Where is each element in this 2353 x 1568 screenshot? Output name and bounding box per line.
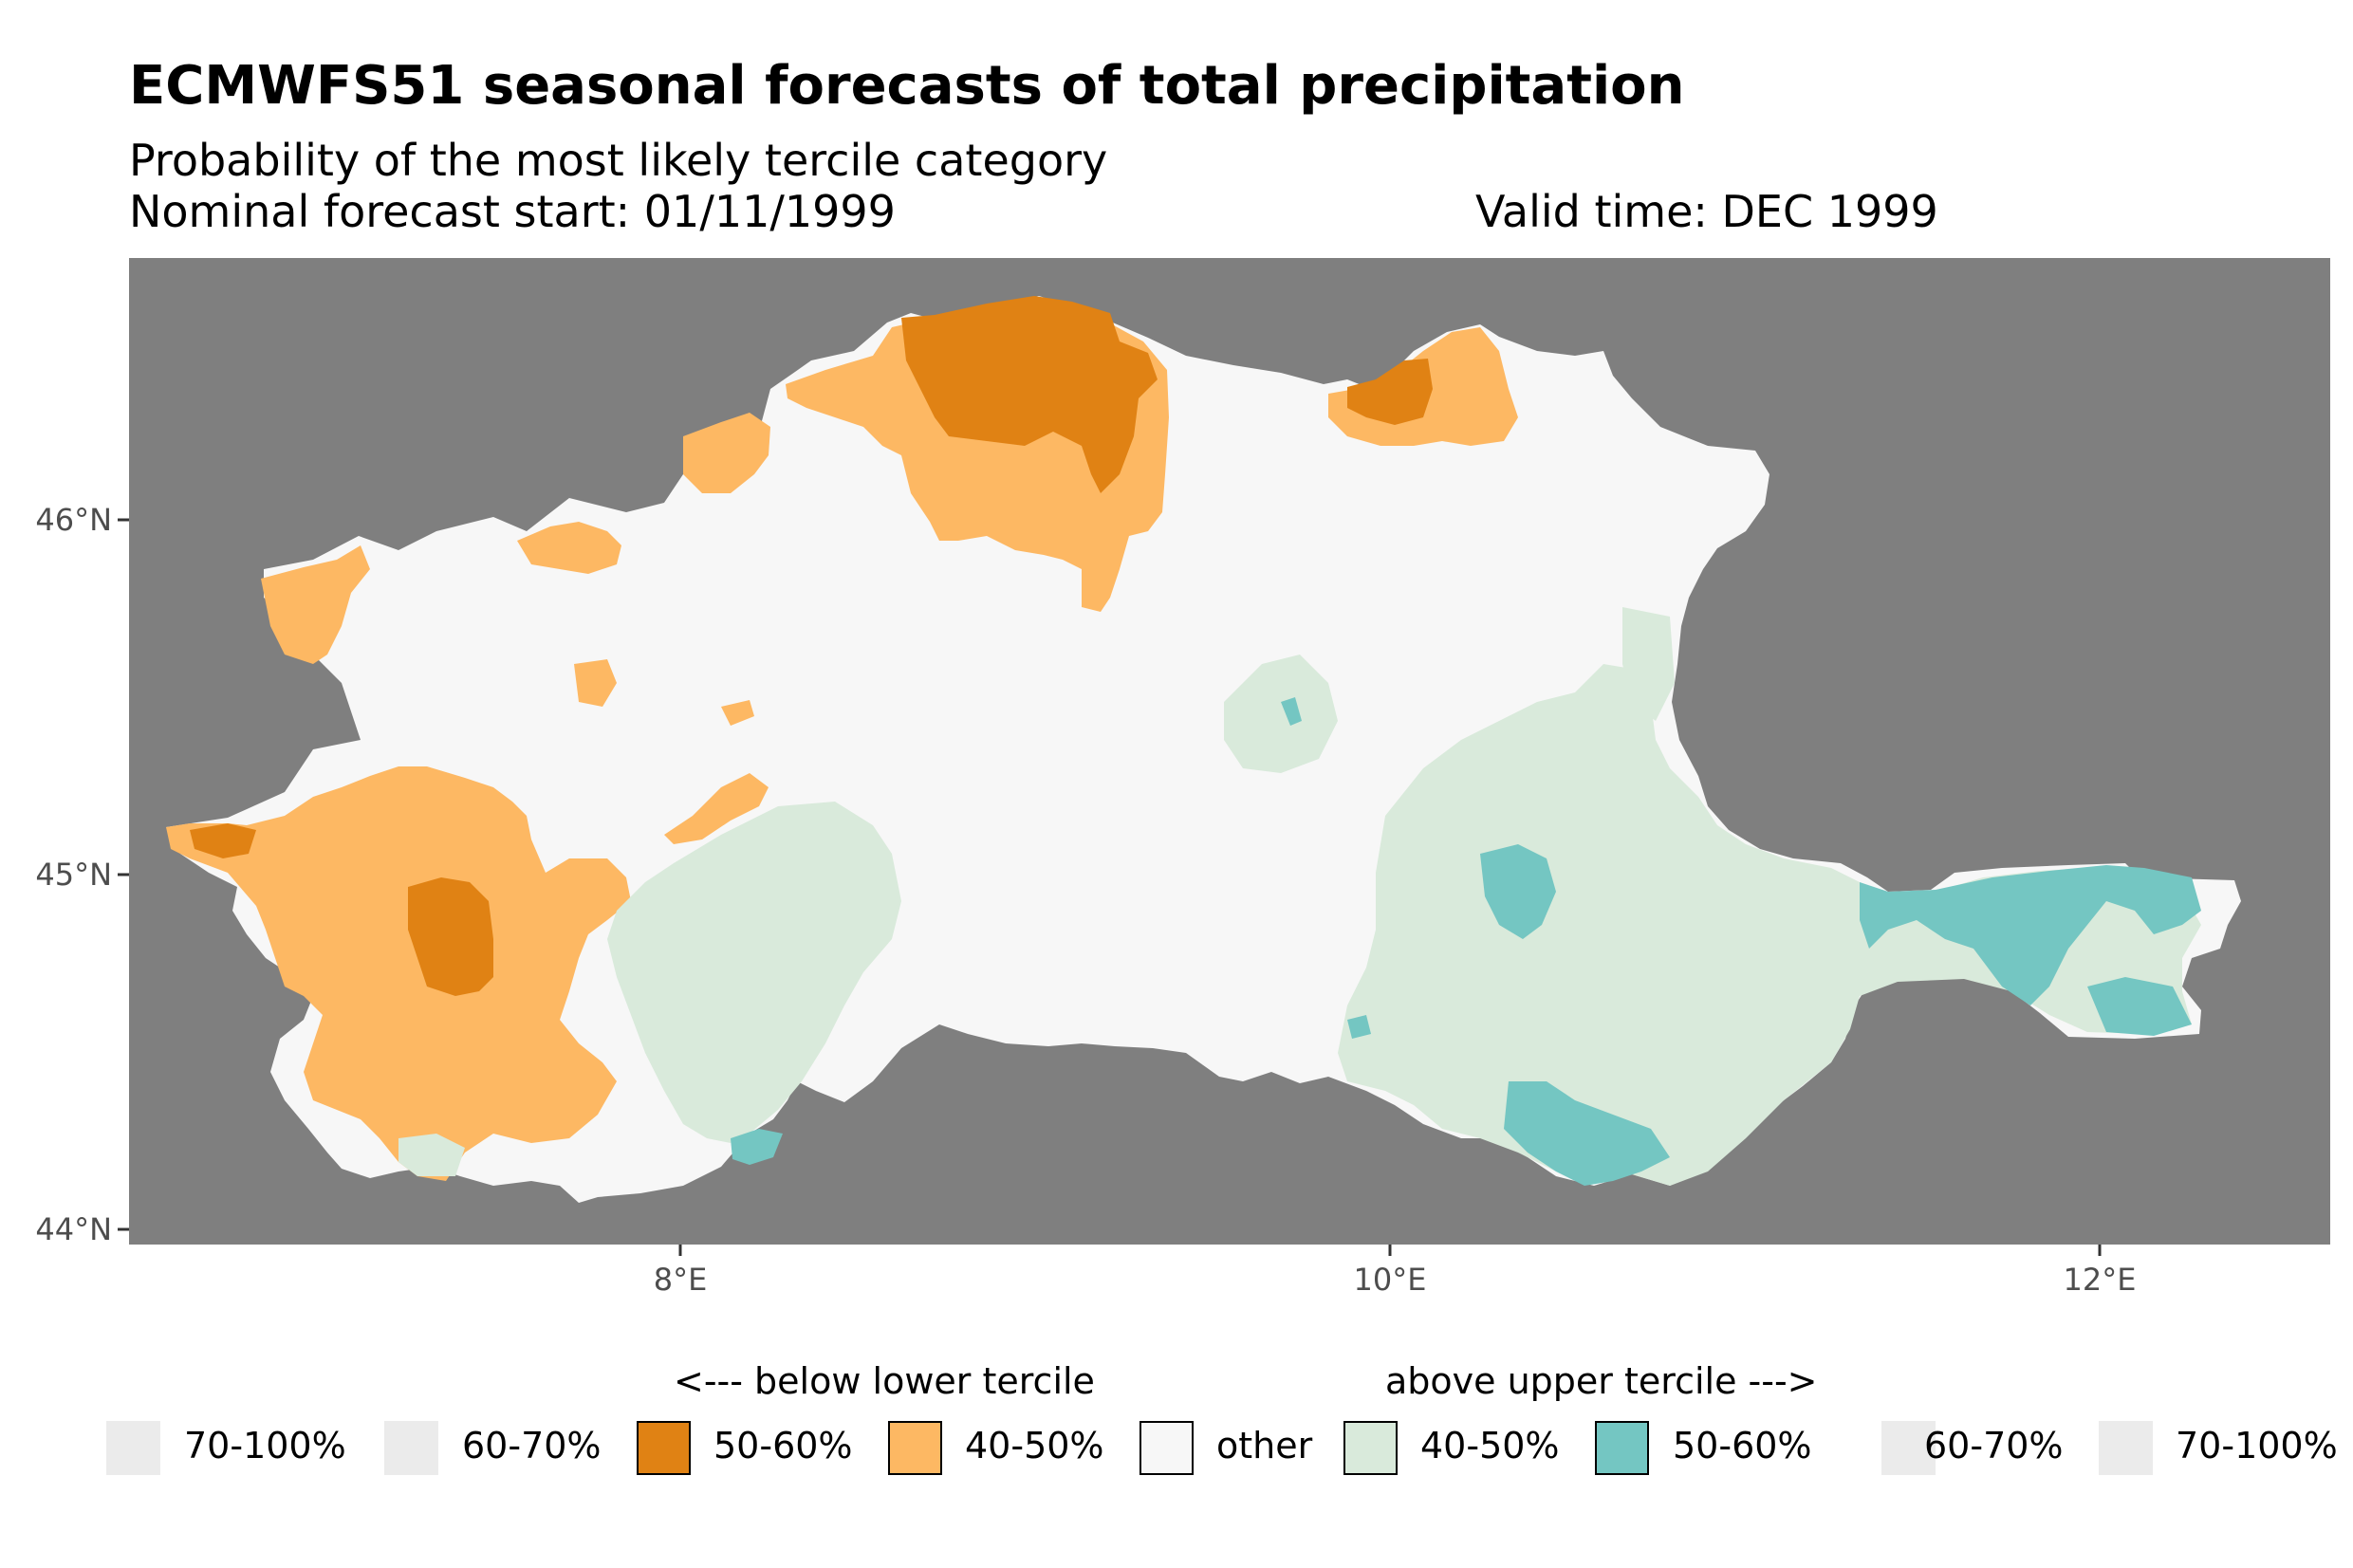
region-below-40-50-northwest-edge (261, 545, 370, 664)
region-above-50-60-spot (1281, 697, 1302, 726)
legend-label-below-40-50: 40-50% (965, 1425, 1104, 1467)
region-above-40-50-east (1338, 664, 2201, 1186)
region-above-50-60-middle (1480, 844, 1556, 939)
legend-label-below-60-70: 60-70% (462, 1425, 602, 1467)
legend-key-below-70-100 (106, 1421, 160, 1475)
legend-key-above-50-60 (1595, 1421, 1649, 1475)
region-below-40-50-central-patch (664, 773, 769, 844)
region-below-50-60-north (901, 296, 1158, 493)
legend-label-below-50-60: 50-60% (713, 1425, 853, 1467)
x-axis (678, 1245, 2102, 1256)
legend-key-other (1139, 1421, 1194, 1475)
x-tick-label-8e: 8°E (653, 1262, 708, 1298)
region-below-40-50-northwest (683, 413, 770, 493)
region-below-50-60-west (408, 877, 493, 996)
y-axis (118, 518, 129, 1231)
legend-label-above-60-70: 60-70% (1924, 1425, 2064, 1467)
legend-key-below-50-60 (637, 1421, 691, 1475)
map-subtitle: Probability of the most likely tercile c… (129, 135, 1108, 186)
legend-key-above-70-100 (2099, 1421, 2153, 1475)
region-above-40-50-sw (398, 1134, 465, 1176)
region-below-50-60-northeast (1347, 359, 1433, 425)
legend-key-below-60-70 (384, 1421, 438, 1475)
region-above-50-60-sw (731, 1129, 783, 1165)
region-below-40-50-north-lake (517, 522, 621, 574)
legend-label-above-40-50: 40-50% (1420, 1425, 1560, 1467)
y-tick-label-44n: 44°N (35, 1211, 112, 1247)
map-title: ECMWFS51 seasonal forecasts of total pre… (129, 55, 1685, 117)
legend-key-below-40-50 (888, 1421, 942, 1475)
legend-label-other: other (1216, 1425, 1313, 1467)
region-above-50-60-eastedge (2087, 977, 2192, 1036)
legend-label-above-70-100: 70-100% (2176, 1425, 2338, 1467)
y-tick-label-45n: 45°N (35, 857, 112, 893)
legend-label-above-50-60: 50-60% (1673, 1425, 1812, 1467)
legend-above-heading: above upper tercile ---> (1385, 1360, 1818, 1402)
region-below-50-60-westedge (190, 823, 256, 858)
region-above-40-50-central (607, 802, 901, 1143)
valid-time-label: Valid time: DEC 1999 (1475, 186, 1938, 237)
region-above-50-60-south (1504, 1081, 1670, 1186)
legend-below-heading: <--- below lower tercile (674, 1360, 1095, 1402)
region-above-50-60-spot2 (1347, 1015, 1371, 1039)
x-tick-label-12e: 12°E (2063, 1262, 2137, 1298)
region-below-40-50-small-2 (721, 700, 754, 726)
y-tick-label-46n: 46°N (35, 502, 112, 538)
legend-label-below-70-100: 70-100% (184, 1425, 346, 1467)
forecast-start-label: Nominal forecast start: 01/11/1999 (129, 186, 896, 237)
x-tick-label-10e: 10°E (1353, 1262, 1427, 1298)
region-above-50-60-east (1860, 865, 2201, 1005)
region-below-40-50-west (166, 766, 631, 1181)
region-above-40-50-small (1622, 607, 1675, 721)
region-below-40-50-small (574, 659, 617, 707)
region-above-40-50-middle (1224, 655, 1338, 773)
legend-key-above-60-70 (1881, 1421, 1936, 1475)
legend-key-above-40-50 (1343, 1421, 1398, 1475)
